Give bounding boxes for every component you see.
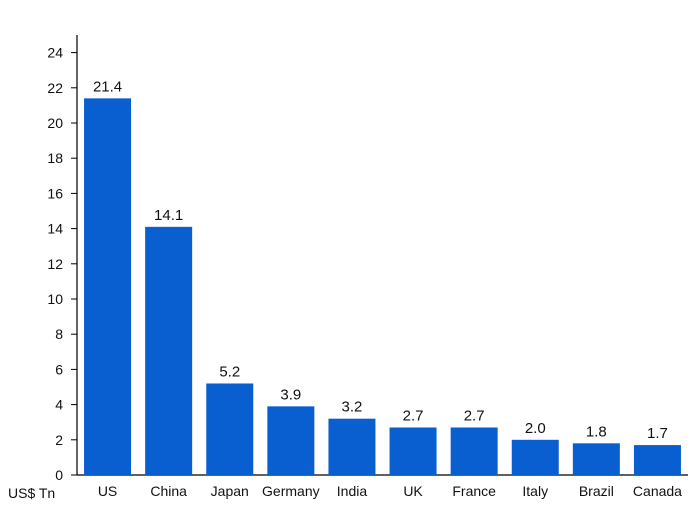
x-category-label: France	[452, 483, 496, 499]
x-category-label: Canada	[633, 483, 682, 499]
x-category-label: Germany	[262, 483, 320, 499]
data-label: 14.1	[154, 207, 183, 224]
bar-group	[84, 98, 681, 476]
y-tick-label: 24	[47, 45, 63, 61]
y-tick-label: 0	[55, 467, 63, 483]
x-category-label: Japan	[211, 483, 249, 499]
y-tick-label: 12	[47, 256, 63, 272]
bar-china	[145, 226, 193, 475]
bar-uk	[389, 427, 437, 475]
y-tick-label: 18	[47, 150, 63, 166]
y-tick-label: 20	[47, 115, 63, 131]
data-label: 2.7	[464, 407, 485, 424]
bar-france	[450, 427, 498, 475]
y-tick-label: 10	[47, 291, 63, 307]
x-category-label: UK	[403, 483, 423, 499]
bar-italy	[511, 439, 559, 475]
data-label: 1.7	[647, 425, 668, 442]
label-group: 21.4 US 14.1 China 5.2 Japan 3.9 Germany 3.2 Indi…	[93, 78, 682, 499]
x-category-label: Italy	[522, 483, 548, 499]
data-label: 21.4	[93, 78, 122, 95]
data-label: 1.8	[586, 423, 607, 440]
bar-us	[84, 98, 132, 476]
y-tick-label: 22	[47, 80, 63, 96]
bar-germany	[267, 406, 315, 475]
y-tick-label: 4	[55, 397, 63, 413]
x-category-label: US	[98, 483, 117, 499]
bar-brazil	[572, 443, 620, 475]
bar-india	[328, 418, 376, 475]
y-tick-label: 14	[47, 221, 63, 237]
x-category-label: China	[150, 483, 187, 499]
data-label: 2.0	[525, 420, 546, 437]
y-tick-label: 6	[55, 361, 63, 377]
data-label: 5.2	[219, 363, 240, 380]
y-tick-label: 16	[47, 185, 63, 201]
bar-japan	[206, 383, 254, 475]
x-category-label: India	[337, 483, 368, 499]
x-category-label: Brazil	[579, 483, 614, 499]
data-label: 2.7	[403, 407, 424, 424]
data-label: 3.9	[280, 386, 301, 403]
y-axis-unit-label: US$ Tn	[8, 485, 55, 501]
y-tick-label: 8	[55, 326, 63, 342]
data-label: 3.2	[342, 399, 363, 416]
y-tick-label: 2	[55, 432, 63, 448]
bar-canada	[633, 445, 681, 475]
